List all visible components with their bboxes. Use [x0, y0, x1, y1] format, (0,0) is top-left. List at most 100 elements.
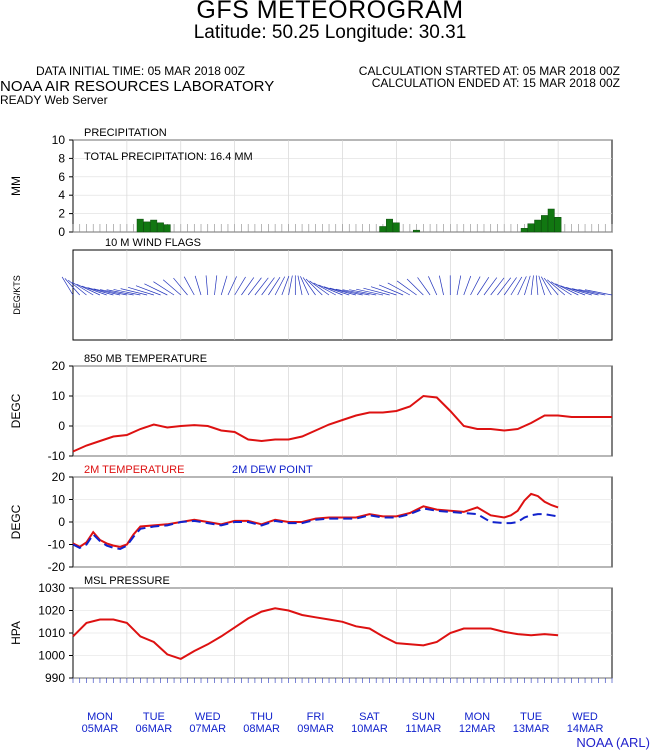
series-line-4-0: [72, 607, 559, 660]
server-name: READY Web Server: [0, 93, 108, 107]
wind-barb: [281, 275, 290, 296]
date-label: 06MAR: [136, 723, 173, 735]
day-of-week-label: WED: [195, 711, 221, 723]
date-label: 13MAR: [513, 723, 550, 735]
y-axis-label: DEG/KTS: [12, 275, 22, 315]
y-axis-label: DEGC: [9, 504, 23, 539]
wind-barb: [71, 281, 94, 296]
wind-barb: [288, 275, 293, 296]
wind-barb: [173, 277, 188, 296]
y-tick-label: 1010: [38, 626, 65, 640]
wind-barb: [227, 276, 237, 296]
wind-barb: [428, 276, 438, 296]
wind-barb: [194, 275, 202, 296]
y-tick-label: 0: [58, 515, 65, 529]
wind-barb: [254, 277, 269, 296]
wind-barb: [76, 283, 101, 296]
wind-barb: [476, 276, 490, 296]
day-of-week-label: THU: [250, 711, 273, 723]
wind-barb: [387, 282, 411, 296]
series-line-3-1: [72, 507, 559, 551]
day-of-week-label: TUE: [143, 711, 165, 723]
y-tick-label: 990: [45, 671, 65, 685]
wind-barb: [274, 276, 286, 296]
y-tick-label: 10: [52, 133, 66, 147]
wind-barb: [297, 275, 303, 296]
y-tick-label: 0: [58, 419, 65, 433]
wind-barb: [396, 280, 417, 296]
precip-bar: [534, 219, 542, 233]
date-label: 05MAR: [82, 723, 119, 735]
wind-barb: [305, 278, 323, 296]
day-of-week-label: WED: [572, 711, 598, 723]
date-label: 14MAR: [567, 723, 604, 735]
precip-bar: [547, 208, 555, 233]
wind-barb: [342, 289, 370, 296]
wind-barb: [530, 275, 534, 296]
wind-barb: [61, 276, 74, 296]
precip-bar: [541, 215, 548, 233]
precip-bar: [156, 222, 164, 233]
y-axis-label: DEGC: [9, 393, 23, 428]
wind-barb: [363, 287, 390, 296]
wind-barb: [135, 285, 161, 296]
wind-barb: [490, 277, 505, 296]
lab-name: NOAA AIR RESOURCES LABORATORY: [0, 78, 275, 95]
footer-credit: NOAA (ARL): [576, 735, 650, 750]
data-initial-time: DATA INITIAL TIME: 05 MAR 2018 00Z: [36, 64, 245, 78]
wind-barb: [81, 285, 107, 296]
wind-barb: [565, 286, 592, 296]
wind-barb: [302, 277, 316, 296]
precip-bar: [163, 224, 171, 233]
wind-barb: [313, 282, 336, 296]
wind-barb: [584, 289, 613, 296]
date-label: 07MAR: [189, 723, 226, 735]
date-label: 09MAR: [297, 723, 334, 735]
wind-barb: [541, 276, 552, 296]
y-tick-label: 2: [58, 207, 65, 221]
series-line-3-0: [72, 492, 559, 548]
date-label: 12MAR: [459, 723, 496, 735]
y-tick-label: 1000: [38, 649, 65, 663]
precip-bar: [554, 217, 562, 233]
wind-barb: [456, 275, 462, 296]
y-tick-label: -20: [48, 560, 66, 574]
y-tick-label: 20: [52, 359, 66, 373]
precip-bar: [520, 228, 528, 233]
wind-barb: [234, 276, 246, 296]
wind-barb: [162, 279, 182, 296]
wind-barb: [417, 277, 431, 296]
wind-barb: [64, 278, 80, 296]
precip-bar: [527, 223, 535, 233]
day-of-week-label: SUN: [412, 711, 435, 723]
y-tick-label: 10: [52, 389, 66, 403]
wind-barb: [153, 281, 175, 296]
y-tick-label: 1020: [38, 604, 65, 618]
wind-barb: [261, 277, 275, 296]
wind-barb: [335, 288, 363, 296]
wind-barb: [356, 288, 383, 296]
wind-barb: [127, 286, 154, 296]
precipitation-title: PRECIPITATION: [84, 127, 167, 139]
wind-barb: [503, 277, 517, 296]
wind-barb: [560, 285, 586, 296]
wind-barb: [524, 275, 531, 296]
date-label: 11MAR: [405, 723, 441, 735]
panel-title-3: 2M TEMPERATURE: [84, 464, 184, 476]
precip-bar: [150, 219, 158, 233]
panel-title-4: MSL PRESSURE: [84, 575, 170, 587]
y-tick-label: 8: [58, 151, 65, 165]
y-tick-label: 0: [58, 225, 65, 239]
wind-barb: [309, 280, 330, 296]
date-label: 10MAR: [351, 723, 388, 735]
wind-barb: [370, 286, 397, 296]
y-tick-label: 4: [58, 188, 65, 202]
wind-barb: [214, 275, 218, 296]
wind-barb: [535, 275, 539, 296]
wind-barb: [555, 283, 579, 296]
coordinates-subtitle: Latitude: 50.25 Longitude: 30.31: [193, 22, 467, 43]
wind-barb: [144, 283, 168, 296]
date-label: 08MAR: [243, 723, 280, 735]
page-title: GFS METEOROGRAM: [196, 0, 464, 24]
wind-barb: [329, 287, 357, 296]
